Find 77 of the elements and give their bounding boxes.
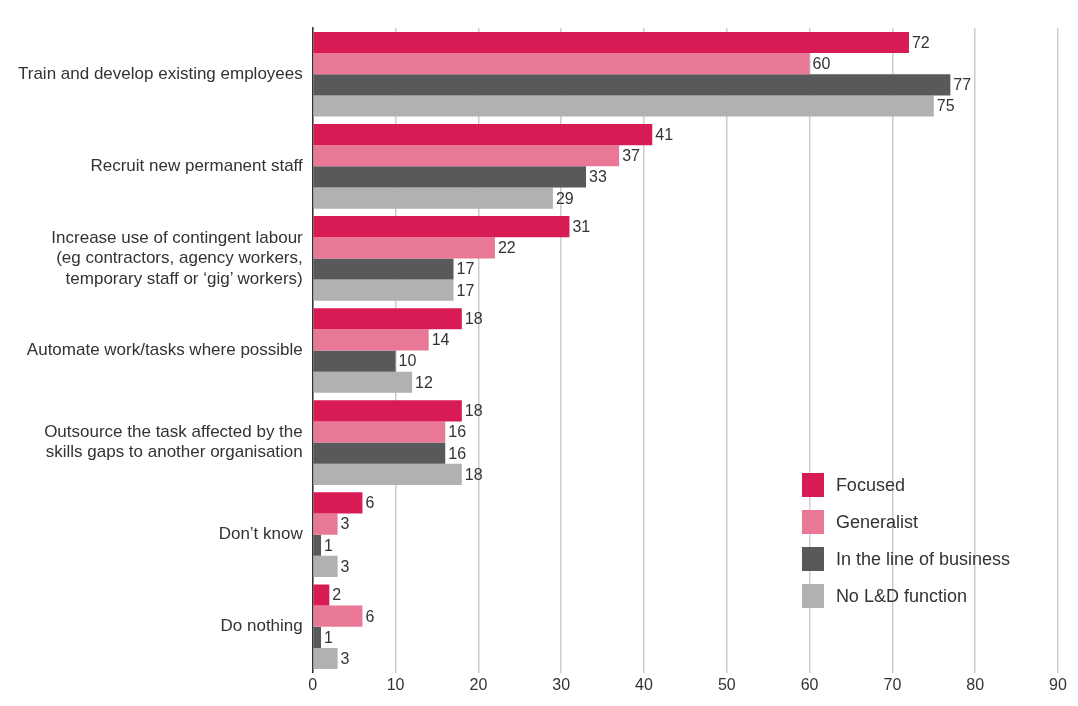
x-tick-label: 30: [552, 675, 571, 693]
data-label: 72: [911, 33, 930, 51]
legend-label: No L&D function: [835, 585, 967, 607]
data-label: 10: [398, 352, 417, 370]
data-label: 37: [622, 147, 641, 165]
bar: [313, 216, 570, 238]
bar: [313, 626, 322, 648]
legend-label: In the line of business: [835, 548, 1010, 570]
bar: [313, 53, 810, 75]
legend-label: Generalist: [835, 511, 918, 533]
y-tick-label: Outsource the task affected by the skills gaps to another organisation: [44, 422, 303, 462]
data-label: 3: [340, 649, 350, 667]
bar: [313, 534, 322, 556]
bar: [313, 400, 462, 422]
data-label: 3: [340, 515, 350, 533]
data-label: 75: [936, 97, 955, 115]
bar: [313, 95, 934, 117]
data-label: 17: [456, 281, 475, 299]
bar: [313, 421, 446, 443]
bar: [313, 308, 462, 330]
bar: [313, 463, 462, 485]
data-label: 1: [324, 536, 334, 554]
bar: [313, 584, 330, 606]
y-tick-label: Do nothing: [220, 616, 303, 636]
data-label: 22: [497, 239, 516, 257]
bar: [313, 605, 363, 627]
data-label: 18: [464, 402, 483, 420]
bar: [313, 647, 338, 670]
data-label: 33: [589, 168, 607, 186]
legend-label: Focused: [835, 474, 905, 496]
data-label: 14: [431, 331, 450, 349]
data-label: 18: [464, 310, 483, 328]
x-tick-label: 60: [800, 675, 819, 693]
x-tick-label: 10: [386, 675, 405, 693]
y-tick-label: Don’t know: [218, 524, 304, 544]
data-label: 17: [456, 260, 475, 278]
bar: [313, 350, 396, 372]
x-tick-label: 40: [635, 675, 653, 693]
bar: [313, 442, 446, 464]
data-label: 31: [572, 218, 591, 236]
data-label: 1: [324, 628, 334, 646]
bar: [313, 329, 429, 351]
data-label: 29: [555, 189, 574, 207]
x-tick-label: 50: [717, 675, 736, 693]
data-label: 6: [365, 494, 375, 512]
data-label: 16: [448, 444, 467, 462]
bar: [313, 74, 951, 96]
bar: [313, 31, 909, 54]
data-label: 60: [812, 55, 831, 73]
y-tick-label: Increase use of contingent labour (eg contractors, agency workers, temporary staff or ‘gig’ workers): [51, 227, 304, 288]
y-tick-label: Automate work/tasks where possible: [26, 340, 303, 360]
data-label: 2: [332, 586, 342, 604]
bar: [313, 237, 495, 259]
y-tick-label: Train and develop existing employees: [17, 63, 303, 83]
x-tick-label: 80: [966, 675, 985, 693]
bar: [313, 145, 620, 167]
bar: [313, 166, 587, 188]
data-label: 12: [415, 373, 434, 391]
x-tick-label: 0: [308, 675, 318, 693]
x-tick-label: 20: [469, 675, 488, 693]
data-label: 6: [365, 607, 375, 625]
bar: [313, 513, 338, 535]
bar: [313, 187, 553, 209]
bar: [313, 258, 454, 280]
data-label: 77: [953, 76, 972, 94]
x-tick-label: 70: [883, 675, 902, 693]
x-tick-label: 90: [1049, 675, 1067, 693]
data-label: 18: [464, 465, 483, 483]
bar: [313, 371, 413, 393]
bar: [313, 555, 338, 578]
bar: [313, 123, 653, 146]
bar: [313, 492, 363, 514]
data-label: 41: [655, 125, 674, 143]
data-label: 3: [340, 557, 350, 575]
bar: [313, 279, 454, 301]
y-tick-label: Recruit new permanent staff: [90, 156, 304, 176]
data-label: 16: [448, 423, 467, 441]
